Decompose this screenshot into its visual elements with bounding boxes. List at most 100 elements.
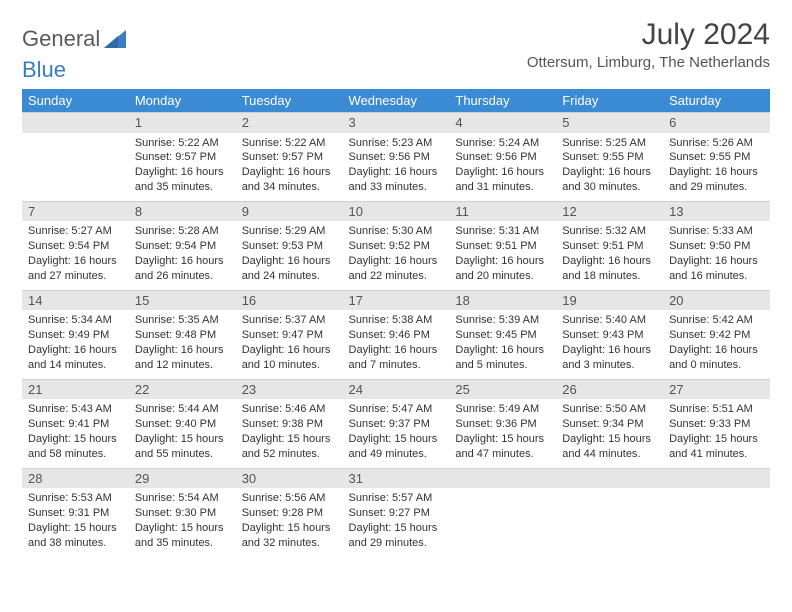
logo-text-1: General [22,26,100,52]
dow-header: Tuesday [236,89,343,113]
daylight-text-2: and 49 minutes. [349,447,444,462]
sunset-text: Sunset: 9:50 PM [669,239,764,254]
sunrise-text: Sunrise: 5:40 AM [562,313,657,328]
day-cell: Sunrise: 5:32 AMSunset: 9:51 PMDaylight:… [556,221,663,290]
daylight-text-2: and 30 minutes. [562,180,657,195]
data-row: Sunrise: 5:22 AMSunset: 9:57 PMDaylight:… [22,133,770,202]
day-number: 1 [129,113,236,133]
day-cell: Sunrise: 5:47 AMSunset: 9:37 PMDaylight:… [343,399,450,468]
dow-header: Thursday [449,89,556,113]
daylight-text-2: and 34 minutes. [242,180,337,195]
daylight-text-1: Daylight: 16 hours [242,165,337,180]
data-row: Sunrise: 5:53 AMSunset: 9:31 PM Daylight:… [22,488,770,556]
daylight-text-1: Daylight: 15 hours [349,432,444,447]
daylight-text-1: Daylight: 16 hours [455,165,550,180]
day-cell: Sunrise: 5:29 AMSunset: 9:53 PMDaylight:… [236,221,343,290]
day-number: 26 [556,379,663,399]
sunrise-text: Sunrise: 5:24 AM [455,136,550,151]
daylight-text-2: and 18 minutes. [562,269,657,284]
day-number: 10 [343,201,450,221]
daylight-text-2: and 41 minutes. [669,447,764,462]
daylight-text-2: and 44 minutes. [562,447,657,462]
day-cell: Sunrise: 5:42 AMSunset: 9:42 PMDaylight:… [663,310,770,379]
sunset-text: Sunset: 9:57 PM [135,150,230,165]
day-cell: Sunrise: 5:44 AMSunset: 9:40 PMDaylight:… [129,399,236,468]
sunset-text: Sunset: 9:33 PM [669,417,764,432]
day-number: 3 [343,113,450,133]
daylight-text-2: and 29 minutes. [669,180,764,195]
sunrise-text: Sunrise: 5:56 AM [242,491,337,506]
daylight-text-2: and 26 minutes. [135,269,230,284]
sunset-text: Sunset: 9:40 PM [135,417,230,432]
sunset-text: Sunset: 9:51 PM [455,239,550,254]
daylight-text-1: Daylight: 15 hours [242,521,337,536]
day-cell: Sunrise: 5:35 AMSunset: 9:48 PMDaylight:… [129,310,236,379]
daylight-text-1: Daylight: 16 hours [349,165,444,180]
day-cell: Sunrise: 5:25 AMSunset: 9:55 PMDaylight:… [556,133,663,202]
day-number: 28 [22,468,129,488]
dow-header: Saturday [663,89,770,113]
sunset-text: Sunset: 9:31 PM [28,506,123,521]
sunset-text: Sunset: 9:57 PM [242,150,337,165]
daylight-text-2: and 55 minutes. [135,447,230,462]
day-cell: Sunrise: 5:50 AMSunset: 9:34 PMDaylight:… [556,399,663,468]
daylight-text-1: Daylight: 16 hours [562,165,657,180]
sunrise-text: Sunrise: 5:43 AM [28,402,123,417]
sunrise-text: Sunrise: 5:29 AM [242,224,337,239]
sunrise-text: Sunrise: 5:23 AM [349,136,444,151]
day-cell: Sunrise: 5:37 AMSunset: 9:47 PMDaylight:… [236,310,343,379]
daylight-text-2: and 31 minutes. [455,180,550,195]
day-number: 23 [236,379,343,399]
sunrise-text: Sunrise: 5:51 AM [669,402,764,417]
sunset-text: Sunset: 9:54 PM [28,239,123,254]
day-number: 27 [663,379,770,399]
sunrise-text: Sunrise: 5:31 AM [455,224,550,239]
sunset-text: Sunset: 9:47 PM [242,328,337,343]
sunrise-text: Sunrise: 5:25 AM [562,136,657,151]
day-number: 20 [663,290,770,310]
sunset-text: Sunset: 9:37 PM [349,417,444,432]
sunset-text: Sunset: 9:38 PM [242,417,337,432]
daynum-row: 14151617181920 [22,290,770,310]
dow-header-row: SundayMondayTuesdayWednesdayThursdayFrid… [22,89,770,113]
day-cell [449,488,556,556]
day-cell: Sunrise: 5:34 AMSunset: 9:49 PMDaylight:… [22,310,129,379]
daynum-row: 123456 [22,113,770,133]
day-number: 9 [236,201,343,221]
sunrise-text: Sunrise: 5:44 AM [135,402,230,417]
sunrise-text: Sunrise: 5:33 AM [669,224,764,239]
day-number: 16 [236,290,343,310]
sunset-text: Sunset: 9:30 PM [135,506,230,521]
day-number [22,113,129,133]
sunset-text: Sunset: 9:41 PM [28,417,123,432]
sunrise-text: Sunrise: 5:22 AM [135,136,230,151]
daylight-text-2: and 24 minutes. [242,269,337,284]
sunset-text: Sunset: 9:54 PM [135,239,230,254]
daylight-text-1: Daylight: 16 hours [669,343,764,358]
sunset-text: Sunset: 9:51 PM [562,239,657,254]
sunrise-text: Sunrise: 5:53 AM [28,491,123,506]
day-cell: Sunrise: 5:33 AMSunset: 9:50 PMDaylight:… [663,221,770,290]
daylight-text-1: Daylight: 16 hours [562,343,657,358]
day-cell: Sunrise: 5:38 AMSunset: 9:46 PMDaylight:… [343,310,450,379]
day-cell: Sunrise: 5:56 AMSunset: 9:28 PMDaylight:… [236,488,343,556]
daylight-text-2: and 20 minutes. [455,269,550,284]
sunrise-text: Sunrise: 5:50 AM [562,402,657,417]
day-cell: Sunrise: 5:53 AMSunset: 9:31 PMDaylight:… [22,488,129,556]
day-number: 6 [663,113,770,133]
daylight-text-2: and 16 minutes. [669,269,764,284]
sunset-text: Sunset: 9:56 PM [349,150,444,165]
daylight-text-1: Daylight: 16 hours [28,254,123,269]
daylight-text-1: Daylight: 16 hours [455,254,550,269]
daylight-text-1: Daylight: 16 hours [28,343,123,358]
day-cell: Sunrise: 5:39 AMSunset: 9:45 PMDaylight:… [449,310,556,379]
daylight-text-2: and 29 minutes. [349,536,444,551]
day-number: 24 [343,379,450,399]
daylight-text-1: Daylight: 15 hours [455,432,550,447]
data-row: Sunrise: 5:27 AMSunset: 9:54 PMDaylight:… [22,221,770,290]
day-number: 15 [129,290,236,310]
daylight-text-2: and 47 minutes. [455,447,550,462]
day-cell: Sunrise: 5:28 AMSunset: 9:54 PMDaylight:… [129,221,236,290]
daylight-text-2: and 32 minutes. [242,536,337,551]
month-title: July 2024 [527,18,770,52]
